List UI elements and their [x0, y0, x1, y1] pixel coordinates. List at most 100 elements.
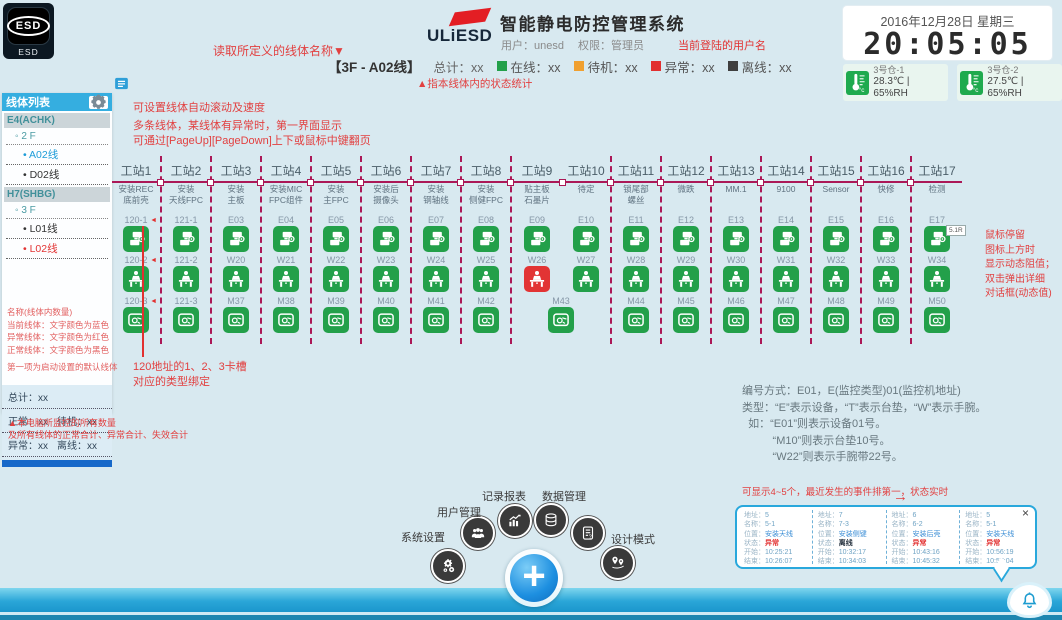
equipment-monitor-icon[interactable] — [473, 226, 499, 252]
legend-note: 异常线体：文字颜色为红色 — [7, 332, 110, 342]
equipment-monitor-icon[interactable] — [924, 226, 950, 252]
equipment-monitor-icon[interactable] — [273, 226, 299, 252]
station-column: 工站6 安装后 摄像头 E06 W23 M40 — [362, 156, 414, 344]
equipment-monitor-icon[interactable] — [873, 226, 899, 252]
wrist-strap-monitor-icon[interactable] — [823, 266, 849, 292]
mat-monitor-icon[interactable] — [723, 307, 749, 333]
wrist-strap-monitor-icon[interactable] — [623, 266, 649, 292]
event-state: 异常 — [912, 539, 927, 547]
wrist-strap-monitor-icon[interactable] — [473, 266, 499, 292]
equipment-label: E07 — [427, 215, 444, 225]
mat-monitor-icon[interactable] — [673, 307, 699, 333]
event-position: 安装天线 — [765, 530, 793, 538]
menu-button[interactable]: ? — [571, 516, 605, 550]
mat-monitor-icon[interactable] — [423, 307, 449, 333]
line-tree-item[interactable]: E4(ACHK) — [4, 113, 110, 128]
wrist-strap-monitor-icon[interactable] — [423, 266, 449, 292]
mat-monitor-icon[interactable] — [823, 307, 849, 333]
wrist-strap-monitor-icon[interactable] — [773, 266, 799, 292]
mat-monitor-icon[interactable] — [623, 307, 649, 333]
mat-monitor-icon[interactable] — [873, 307, 899, 333]
bell-icon[interactable] — [1007, 582, 1052, 618]
mat-slot: M50 — [912, 296, 962, 333]
line-tree-item[interactable]: 3 F — [6, 203, 108, 219]
time-display: 20:05:05 — [863, 27, 1032, 62]
menu-button[interactable] — [534, 503, 568, 537]
mat-monitor-icon[interactable] — [473, 307, 499, 333]
status-item-label: 异常：xx — [664, 60, 715, 75]
sidebar-settings-icon[interactable] — [89, 94, 108, 109]
line-tree-item[interactable]: 2 F — [6, 129, 108, 145]
station-name: 工站17 — [918, 164, 956, 178]
mat-monitor-icon[interactable] — [123, 307, 149, 333]
line-tree-item[interactable]: L01线 — [6, 219, 108, 239]
mat-monitor-icon[interactable] — [773, 307, 799, 333]
equipment-monitor-icon[interactable] — [323, 226, 349, 252]
mat-monitor-icon[interactable] — [173, 307, 199, 333]
status-item: 离线：xx — [727, 57, 792, 76]
wrist-label: 120-2 ◄ — [124, 255, 157, 265]
menu-button[interactable] — [498, 504, 532, 538]
line-tree-item[interactable]: L02线 — [6, 239, 108, 259]
mat-monitor-icon[interactable] — [548, 307, 574, 333]
line-status-bar: 【3F - A02线】 总计：xx 在线：xx 待机：xx 异常：xx — [328, 56, 792, 76]
slot-arrow-icon: ◄ — [150, 217, 157, 224]
equipment-monitor-icon[interactable] — [173, 226, 199, 252]
sensor-chip: °c 3号仓-2 27.5℃ | 65%RH — [957, 64, 1062, 101]
wrist-strap-monitor-icon[interactable] — [524, 266, 550, 292]
equipment-monitor-icon[interactable] — [524, 226, 550, 252]
equipment-monitor-icon[interactable] — [223, 226, 249, 252]
wrist-strap-monitor-icon[interactable] — [573, 266, 599, 292]
event-state: 离线 — [838, 539, 853, 547]
mat-monitor-icon[interactable] — [323, 307, 349, 333]
equipment-monitor-icon[interactable] — [423, 226, 449, 252]
station-name: 工站12 — [667, 164, 705, 178]
equipment-monitor-icon[interactable] — [673, 226, 699, 252]
close-icon[interactable]: × — [1022, 506, 1030, 520]
mat-label: M47 — [777, 296, 795, 306]
mat-slot: M48 — [812, 296, 860, 333]
wrist-strap-monitor-icon[interactable] — [123, 266, 149, 292]
equipment-monitor-icon[interactable] — [773, 226, 799, 252]
event-entry: 地址5 名称5-1 位置安装天线 状态异常 开始10:25:21 结束10:26… — [739, 510, 813, 564]
line-tree-item[interactable]: A02线 — [6, 145, 108, 165]
stat-normal: 正常：xx — [8, 416, 48, 428]
status-items: 在线：xx 待机：xx 异常：xx 离线：xx — [496, 57, 792, 76]
equipment-monitor-icon[interactable] — [373, 226, 399, 252]
wrist-strap-monitor-icon[interactable] — [373, 266, 399, 292]
wrist-strap-monitor-icon[interactable] — [223, 266, 249, 292]
equipment-monitor-icon[interactable] — [723, 226, 749, 252]
wrist-strap-monitor-icon[interactable] — [323, 266, 349, 292]
wrist-strap-monitor-icon[interactable] — [924, 266, 950, 292]
wrist-strap-monitor-icon[interactable] — [723, 266, 749, 292]
station-process: 安装 钢轴线 — [423, 184, 449, 205]
wrist-strap-monitor-icon[interactable] — [273, 266, 299, 292]
mat-monitor-icon[interactable] — [373, 307, 399, 333]
menu-button[interactable] — [461, 516, 495, 550]
mat-monitor-icon[interactable] — [924, 307, 950, 333]
menu-expand-button[interactable]: + — [505, 549, 563, 607]
mat-monitor-icon[interactable] — [223, 307, 249, 333]
mat-slot: M40 — [362, 296, 410, 333]
wrist-strap-monitor-icon[interactable] — [673, 266, 699, 292]
line-tree-item[interactable]: D02线 — [6, 165, 108, 185]
line-list-sidebar: 线体列表 E4(ACHK) 2 F A02线 D02线 H7(SHBG) 3 F… — [2, 93, 118, 467]
line-tree-item[interactable]: H7(SHBG) — [4, 187, 110, 202]
wrist-strap-monitor-icon[interactable] — [873, 266, 899, 292]
equipment-monitor-icon[interactable] — [123, 226, 149, 252]
equipment-monitor-icon[interactable] — [573, 226, 599, 252]
wrist-strap-monitor-icon[interactable] — [173, 266, 199, 292]
event-address: 6 — [912, 512, 917, 519]
plus-icon[interactable]: + — [510, 554, 558, 602]
equipment-monitor-icon[interactable] — [623, 226, 649, 252]
bottom-edge — [0, 615, 1062, 620]
equipment-monitor-icon[interactable] — [823, 226, 849, 252]
station-process: 检测 — [928, 184, 946, 194]
wrist-label: W20 — [226, 255, 246, 265]
mat-slot: M44 — [612, 296, 660, 333]
menu-button[interactable] — [601, 546, 635, 580]
mat-monitor-icon[interactable] — [273, 307, 299, 333]
status-item: 异常：xx — [650, 57, 715, 76]
line-list-icon[interactable] — [113, 75, 130, 92]
menu-button[interactable] — [431, 549, 465, 583]
